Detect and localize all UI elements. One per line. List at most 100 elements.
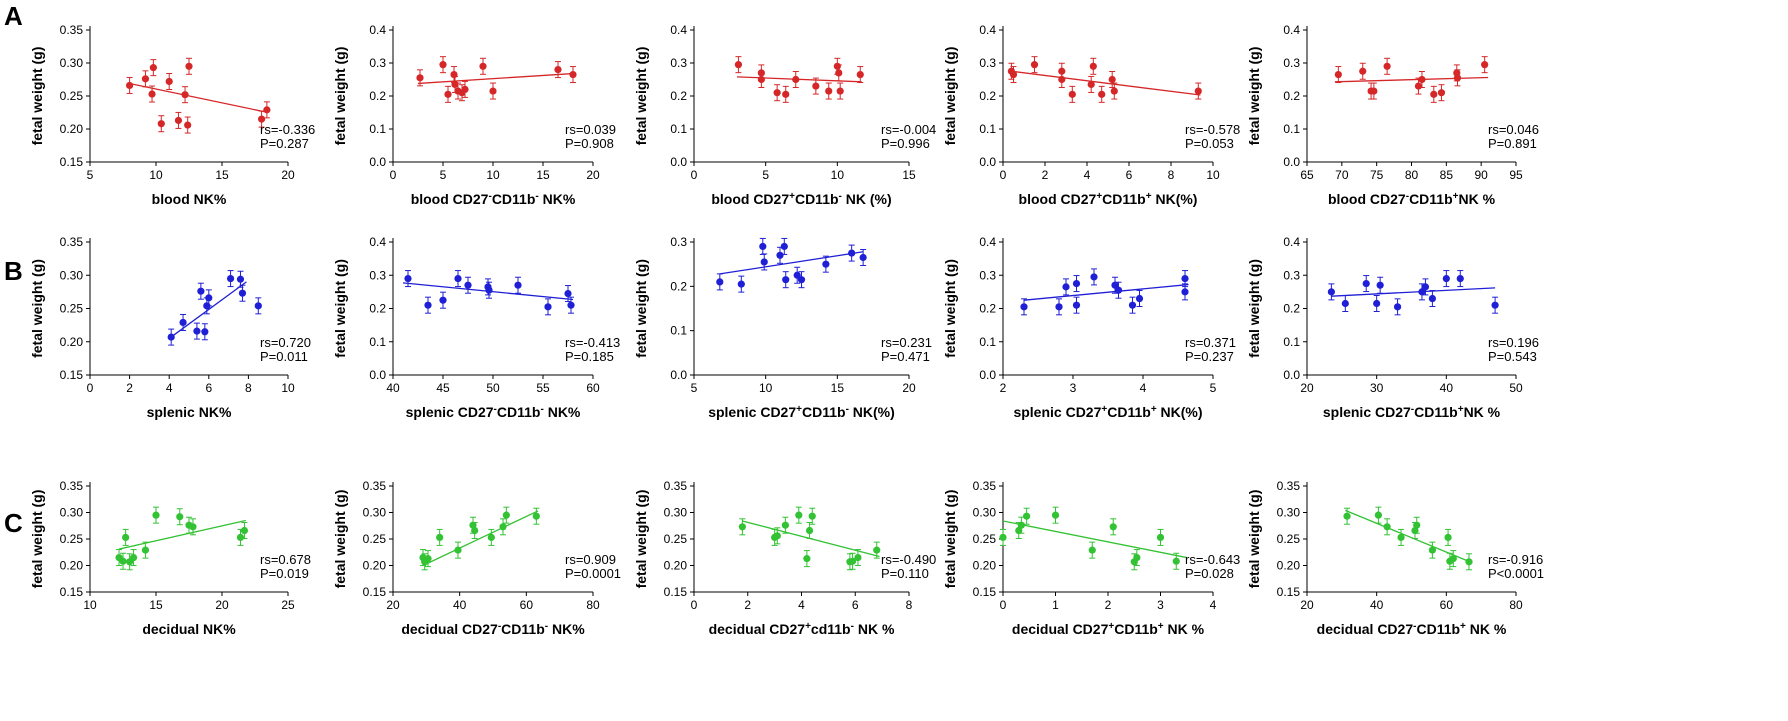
data-point [854, 549, 862, 567]
data-point [152, 506, 160, 524]
correlation-rs: rs=-0.413 [565, 335, 620, 350]
scatter-chart-a4: 0 2 4 6 8 10 0.0 0.1 0.2 0.3 0.4 fetal weight (g) bl… [942, 23, 1240, 207]
x-axis-label-part: NK% [544, 404, 581, 420]
x-axis-label-superscript: + [1458, 404, 1464, 415]
x-tick-label: 80 [1405, 168, 1419, 182]
data-marker [436, 533, 444, 542]
data-marker [444, 90, 452, 98]
data-marker [835, 69, 843, 77]
data-point [461, 80, 469, 98]
y-tick-label: 0.2 [670, 279, 687, 293]
data-point [848, 244, 856, 262]
data-marker [848, 557, 857, 565]
data-marker [1418, 75, 1426, 84]
data-marker [859, 253, 867, 262]
data-marker [197, 287, 205, 295]
data-point [404, 270, 412, 288]
data-marker [773, 89, 781, 97]
x-axis-label-superscript: + [1453, 191, 1459, 202]
data-point [797, 271, 806, 289]
x-tick-label: 0 [691, 598, 698, 612]
correlation-rs: rs=0.039 [565, 122, 616, 137]
y-tick-label: 0.35 [973, 479, 997, 493]
x-tick-label: 5 [440, 168, 447, 182]
correlation-rs: rs=-0.643 [1185, 552, 1240, 567]
data-point [859, 249, 867, 267]
data-marker [854, 553, 862, 562]
x-tick-label: 45 [436, 381, 450, 395]
x-axis-label-superscript: - [846, 404, 849, 415]
data-marker [179, 318, 187, 327]
p-value: P<0.0001 [1488, 566, 1544, 581]
x-tick-label: 15 [215, 168, 229, 182]
data-point [1090, 268, 1098, 286]
y-tick-label: 0.20 [60, 559, 84, 573]
data-point [569, 66, 577, 84]
panel-label-b: B [4, 256, 23, 286]
data-marker [564, 289, 572, 298]
x-tick-label: 80 [1509, 598, 1523, 612]
y-axis-label: fetal weight (g) [1246, 490, 1262, 589]
x-tick-label: 40 [1440, 381, 1454, 395]
data-point [514, 276, 522, 294]
y-axis-label: fetal weight (g) [1246, 259, 1262, 358]
data-marker [1181, 288, 1189, 296]
x-axis-label-superscript: + [1158, 621, 1164, 632]
data-point [436, 528, 444, 546]
data-marker [1114, 286, 1123, 294]
x-tick-label: 0 [691, 168, 698, 182]
p-value: P=0.011 [260, 349, 308, 364]
data-marker [737, 280, 745, 288]
data-marker [424, 301, 432, 309]
data-marker [238, 289, 247, 297]
data-point [1023, 507, 1031, 525]
data-point [738, 518, 746, 536]
data-marker [1456, 274, 1464, 283]
y-tick-label: 0.1 [369, 335, 386, 349]
x-tick-label: 20 [386, 598, 400, 612]
scatter-chart-c2: 20 40 60 80 0.15 0.20 0.25 0.30 0.35 fetal weight… [332, 479, 621, 637]
x-axis-label-part: blood CD27 [411, 191, 489, 207]
data-point [1017, 516, 1025, 534]
y-tick-label: 0.15 [363, 585, 387, 599]
regression-line [118, 519, 246, 550]
x-tick-label: 0 [1000, 168, 1007, 182]
data-point [184, 116, 192, 134]
data-marker [1374, 511, 1383, 519]
x-axis-label-part: CD11b [1102, 191, 1146, 207]
x-axis-label: splenic CD27-CD11b- NK% [406, 404, 581, 421]
data-point [848, 552, 857, 570]
y-tick-label: 0.1 [670, 324, 687, 338]
data-marker [544, 303, 552, 311]
data-point [439, 291, 447, 309]
y-tick-label: 0.1 [1283, 122, 1300, 136]
regression-line [417, 72, 574, 85]
x-tick-label: 2 [1000, 381, 1007, 395]
data-point [189, 518, 197, 536]
x-axis-label-part: decidual CD27 [401, 621, 498, 637]
data-marker [1090, 273, 1098, 281]
x-axis-label: decidual NK% [142, 621, 236, 637]
data-marker [1370, 87, 1378, 95]
data-marker [487, 533, 495, 542]
y-axis-label: fetal weight (g) [332, 47, 348, 146]
data-marker [450, 70, 458, 79]
data-marker [1414, 82, 1423, 90]
data-marker [1072, 279, 1081, 288]
data-point [149, 59, 157, 77]
data-point [532, 507, 540, 525]
y-tick-label: 0.30 [60, 56, 84, 70]
scatter-chart-a3: 0 5 10 15 0.0 0.1 0.2 0.3 0.4 fetal weight (g) blo… [633, 23, 936, 207]
x-axis-label-superscript: - [494, 404, 497, 415]
x-axis-label-part: splenic CD27 [1323, 404, 1411, 420]
x-axis-label-part: NK% [548, 621, 585, 637]
data-marker [1413, 521, 1421, 529]
data-point [226, 270, 235, 288]
data-marker [825, 87, 833, 95]
data-point [258, 110, 266, 128]
data-point [1481, 56, 1489, 74]
data-marker [126, 81, 134, 90]
regression-line [1002, 520, 1187, 559]
regression-line [1011, 70, 1201, 96]
y-tick-label: 0.25 [363, 532, 387, 546]
